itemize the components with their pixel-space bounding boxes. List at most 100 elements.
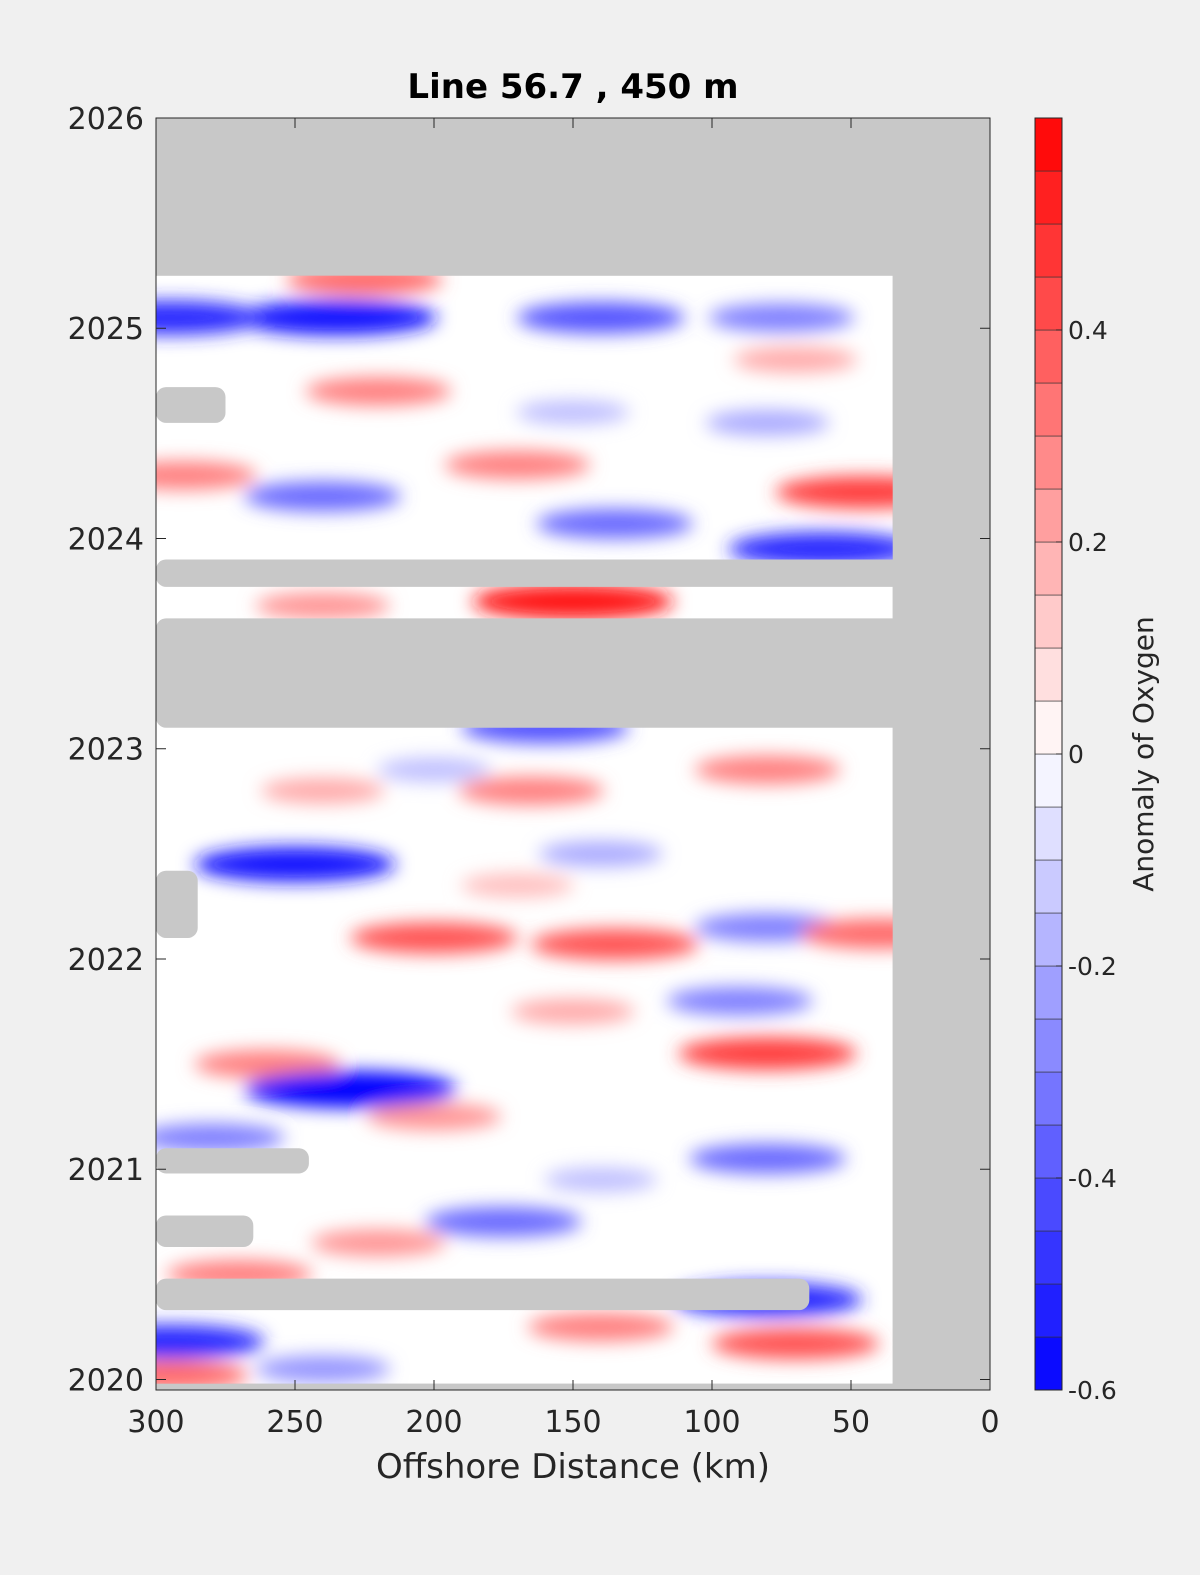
no-data-band — [156, 387, 226, 423]
x-tick-label: 0 — [980, 1405, 999, 1440]
no-data-band — [156, 618, 990, 728]
anomaly-blob — [366, 1103, 502, 1131]
anomaly-blob — [511, 998, 635, 1025]
anomaly-blob — [305, 377, 452, 406]
no-data-mask — [156, 118, 990, 1390]
anomaly-blob — [678, 1037, 858, 1070]
y-tick-label: 2024 — [68, 522, 144, 557]
y-tick-label: 2025 — [68, 312, 144, 347]
x-axis-label: Offshore Distance (km) — [376, 1447, 770, 1487]
anomaly-blob — [733, 346, 858, 373]
colorbar-step — [1034, 223, 1063, 278]
y-tick-label: 2020 — [68, 1363, 144, 1398]
anomaly-blob — [255, 592, 391, 620]
anomaly-blob — [689, 1143, 847, 1174]
anomaly-blob — [156, 1123, 285, 1152]
colorbar-tick-label: -0.2 — [1068, 952, 1117, 981]
no-data-band — [156, 870, 198, 938]
anomaly-blob — [156, 1360, 249, 1390]
colorbar-step — [1034, 806, 1063, 861]
x-tick-label: 200 — [405, 1405, 462, 1440]
chart-title: Line 56.7 , 450 m — [407, 67, 738, 107]
plot-area: 300 250 200 150 100 50 0 202020212022202320242… — [68, 102, 1000, 1440]
colorbar-step — [1034, 541, 1063, 596]
anomaly-blob — [516, 302, 685, 334]
anomaly-blob — [236, 300, 438, 336]
anomaly-blob — [444, 450, 591, 480]
colorbar-step — [1034, 1124, 1063, 1179]
colorbar-step — [1034, 1336, 1063, 1391]
anomaly-blob — [156, 461, 257, 490]
x-tick-label: 250 — [266, 1405, 323, 1440]
anomaly-blob — [694, 755, 841, 784]
colorbar-step — [1034, 859, 1063, 914]
y-tick-label: 2022 — [68, 943, 144, 978]
colorbar-step — [1034, 382, 1063, 437]
colorbar-step — [1034, 435, 1063, 490]
colorbar-step — [1034, 647, 1063, 702]
anomaly-blob — [156, 1324, 265, 1359]
anomaly-blob — [425, 1206, 582, 1237]
anomaly-blob — [544, 1167, 658, 1192]
colorbar-step — [1034, 594, 1063, 649]
anomaly-blob — [458, 776, 605, 805]
colorbar-tick-label: 0.2 — [1068, 528, 1108, 557]
y-axis: 2020 2021 2022 2023 2024 2025 2026 — [68, 102, 990, 1398]
colorbar-step — [1034, 965, 1063, 1020]
anomaly-blob — [244, 481, 402, 512]
anomaly-blob — [377, 757, 491, 782]
anomaly-blob — [460, 873, 574, 898]
anomaly-blob — [666, 986, 813, 1016]
colorbar-step — [1034, 1230, 1063, 1285]
anomaly-blob — [711, 1328, 880, 1360]
colorbar-steps — [1034, 117, 1063, 1391]
colorbar-tick-label: -0.4 — [1068, 1164, 1117, 1193]
no-data-top — [156, 118, 990, 276]
anomaly-blob — [156, 300, 265, 335]
colorbar-step — [1034, 1177, 1063, 1232]
anomaly-blob — [255, 1355, 391, 1383]
anomaly-blob — [260, 777, 385, 804]
colorbar-tick-label: -0.6 — [1068, 1376, 1117, 1405]
x-axis: 300 250 200 150 100 50 0 — [127, 118, 1000, 1440]
x-tick-label: 100 — [683, 1405, 740, 1440]
anomaly-blob — [705, 410, 830, 436]
colorbar-step — [1034, 753, 1063, 808]
colorbar-step — [1034, 1071, 1063, 1126]
colorbar-tick-label: 0 — [1068, 740, 1084, 769]
colorbar-step — [1034, 117, 1063, 172]
colorbar-step — [1034, 1018, 1063, 1073]
no-data-band — [156, 1215, 254, 1248]
y-tick-label: 2023 — [68, 733, 144, 768]
anomaly-blob — [538, 841, 663, 867]
x-tick-label: 300 — [127, 1405, 184, 1440]
anomaly-blob — [310, 1229, 446, 1257]
no-data-band — [156, 1148, 309, 1174]
anomaly-blob — [516, 400, 630, 425]
colorbar-ticks: 0.4 0.2 0 -0.2 -0.4 -0.6 — [1056, 316, 1117, 1405]
y-tick-label: 2021 — [68, 1153, 144, 1188]
anomaly-blob — [536, 508, 694, 539]
no-data-band — [156, 559, 990, 587]
anomaly-blob — [527, 1312, 674, 1342]
no-data-band — [156, 1278, 810, 1311]
anomaly-blob — [244, 1070, 457, 1108]
y-tick-label: 2026 — [68, 102, 144, 137]
colorbar-tick-label: 0.4 — [1068, 316, 1108, 345]
colorbar-step — [1034, 170, 1063, 225]
colorbar-step — [1034, 276, 1063, 331]
anomaly-blob — [194, 1049, 341, 1079]
anomaly-blob — [194, 846, 396, 883]
anomaly-blob — [350, 922, 518, 954]
colorbar: 0.4 0.2 0 -0.2 -0.4 -0.6 Anomaly of Oxygen — [1034, 117, 1160, 1405]
anomaly-blob — [530, 928, 699, 960]
colorbar-step — [1034, 912, 1063, 967]
x-tick-label: 50 — [832, 1405, 870, 1440]
x-tick-label: 150 — [544, 1405, 601, 1440]
colorbar-step — [1034, 329, 1063, 384]
no-data-nearshore — [892, 118, 990, 1390]
colorbar-step — [1034, 1283, 1063, 1338]
anomaly-blob — [728, 532, 919, 567]
colorbar-step — [1034, 488, 1063, 543]
